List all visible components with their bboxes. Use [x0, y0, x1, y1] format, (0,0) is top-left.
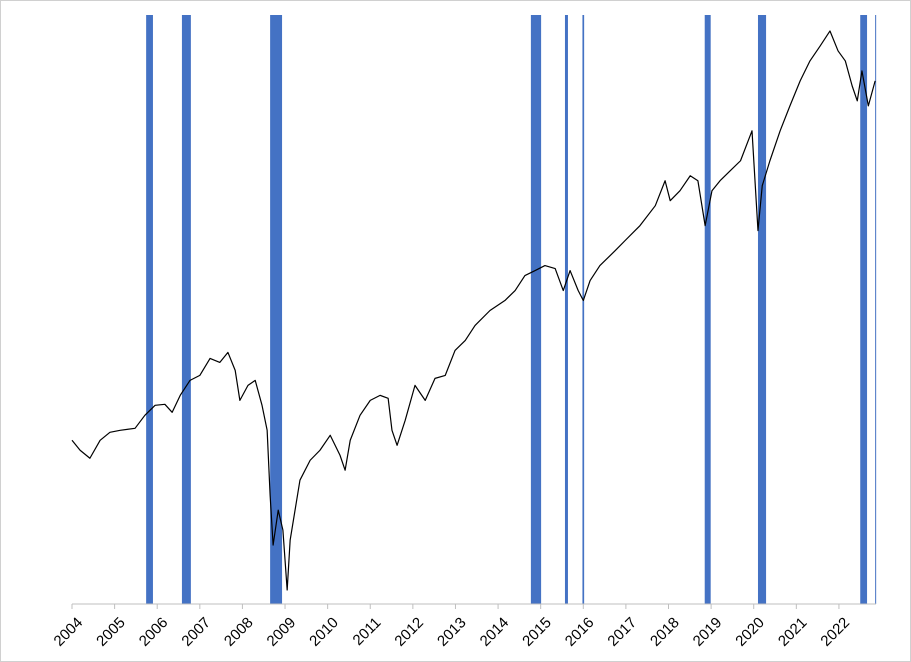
shaded-band — [146, 15, 153, 604]
shaded-band — [875, 15, 877, 604]
shaded-band — [270, 15, 283, 604]
shaded-band — [860, 15, 868, 604]
shaded-band — [757, 15, 767, 604]
shaded-band — [564, 15, 568, 604]
shaded-band — [582, 15, 585, 604]
price-line — [71, 30, 876, 591]
shaded-band — [530, 15, 542, 604]
shaded-band — [704, 15, 711, 604]
shaded-band — [181, 15, 191, 604]
